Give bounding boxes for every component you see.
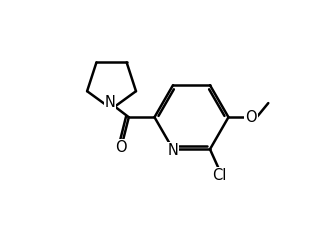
- Text: Cl: Cl: [212, 168, 227, 183]
- Text: N: N: [168, 143, 178, 158]
- Text: O: O: [115, 140, 127, 155]
- Text: O: O: [245, 110, 257, 125]
- Text: N: N: [105, 95, 116, 110]
